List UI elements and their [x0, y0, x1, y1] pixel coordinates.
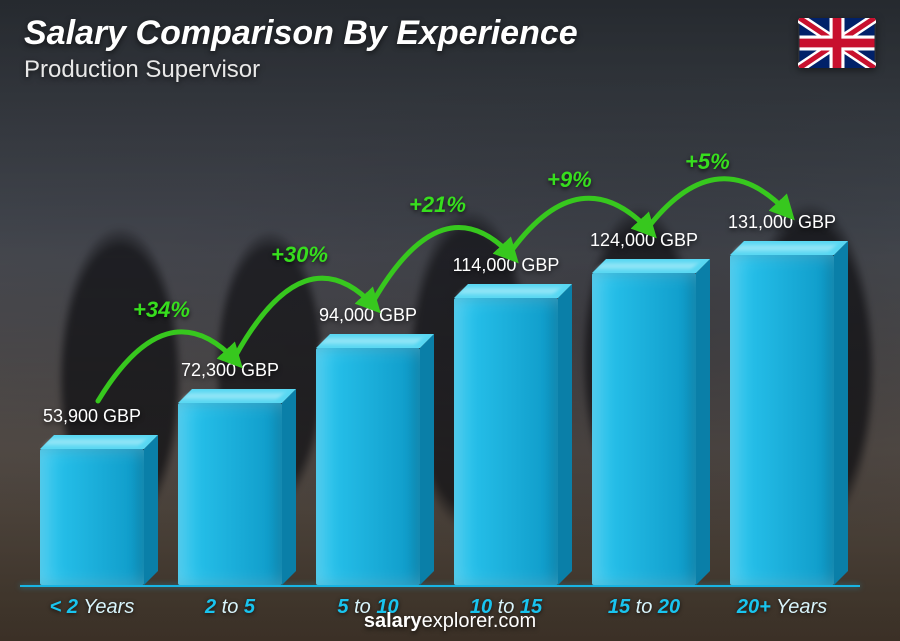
bar-value-label: 94,000 GBP [278, 305, 458, 326]
bar-highlight [182, 393, 284, 399]
page-subtitle: Production Supervisor [24, 56, 260, 84]
bar-3d [178, 403, 282, 585]
bar-highlight [320, 338, 422, 344]
bar: 72,300 GBP2 to 5 [178, 345, 282, 587]
infographic-stage: Salary Comparison By Experience Producti… [0, 0, 900, 641]
bar-3d [592, 273, 696, 585]
footer-brand-rest: explorer.com [422, 610, 537, 632]
footer-brand: salaryexplorer.com [0, 610, 900, 633]
bar-value-label: 131,000 GBP [692, 212, 872, 233]
growth-arc-label: +5% [685, 149, 730, 175]
bar-front [40, 449, 144, 585]
bar-highlight [734, 245, 836, 251]
bar-3d [316, 348, 420, 585]
bar-front [454, 298, 558, 585]
bar-3d [40, 449, 144, 585]
bar-highlight [458, 288, 560, 294]
bar: 131,000 GBP20+ Years [730, 197, 834, 587]
growth-arc-label: +9% [547, 167, 592, 193]
bar-highlight [596, 263, 698, 269]
bar-front [316, 348, 420, 585]
bar-highlight [44, 439, 146, 445]
bar-3d [454, 298, 558, 585]
footer-brand-bold: salary [364, 610, 422, 632]
bar-chart: 53,900 GBP< 2 Years 72,300 GBP2 to 5 94,00… [0, 120, 900, 587]
bar-front [730, 255, 834, 585]
bar: 53,900 GBP< 2 Years [40, 391, 144, 587]
bar: 94,000 GBP5 to 10 [316, 290, 420, 587]
bar-side-face [144, 435, 158, 585]
bar-side-face [696, 259, 710, 585]
bar-value-label: 124,000 GBP [554, 230, 734, 251]
bar-side-face [420, 334, 434, 585]
bar-value-label: 53,900 GBP [2, 406, 182, 427]
bar: 114,000 GBP10 to 15 [454, 240, 558, 587]
uk-flag-icon [798, 18, 876, 68]
bar-side-face [834, 241, 848, 585]
bar-value-label: 114,000 GBP [416, 255, 596, 276]
bar-front [592, 273, 696, 585]
bar-3d [730, 255, 834, 585]
growth-arc-label: +34% [133, 297, 190, 323]
bar-value-label: 72,300 GBP [140, 360, 320, 381]
bar-side-face [558, 284, 572, 585]
bar-front [178, 403, 282, 585]
growth-arc-label: +30% [271, 242, 328, 268]
growth-arc-label: +21% [409, 192, 466, 218]
bar: 124,000 GBP15 to 20 [592, 215, 696, 587]
page-title: Salary Comparison By Experience [24, 14, 578, 53]
bar-side-face [282, 389, 296, 585]
